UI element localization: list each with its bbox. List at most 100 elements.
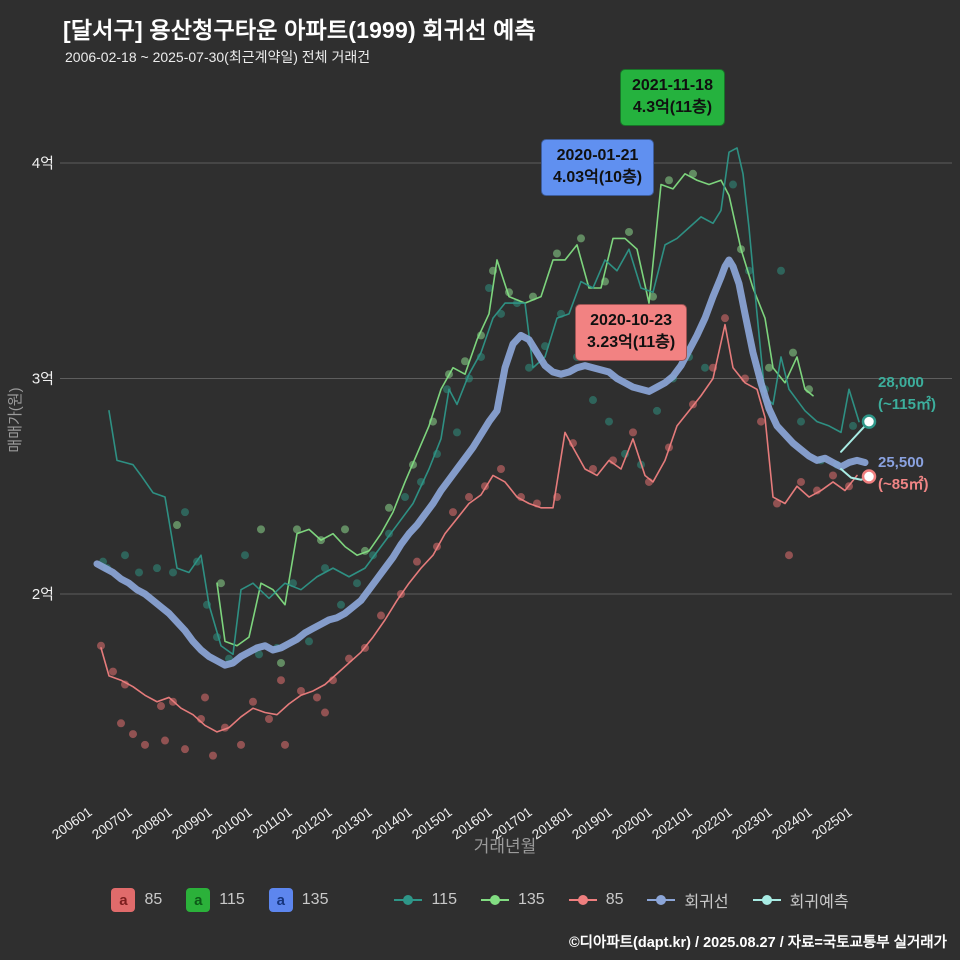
annotation-max-115: 2021-11-18 4.3억(11층) (620, 69, 725, 126)
y-tick-label: 4억 (32, 155, 54, 172)
scatter-point-85 (237, 740, 245, 749)
prediction-range: (~85㎡) (878, 475, 929, 493)
scatter-point-85 (117, 719, 125, 728)
series-line-회귀선 (93, 256, 869, 669)
prediction-range: (~115㎡) (878, 395, 936, 413)
x-tick-label: 202501 (809, 804, 855, 842)
line-marker-icon (480, 894, 509, 906)
x-tick-label: 200701 (89, 804, 135, 842)
scatter-point-85 (201, 693, 209, 702)
scatter-point-85 (161, 736, 169, 745)
prediction-label-115: 28,000 (~115㎡) (878, 372, 936, 416)
annotation-value: 3.23억(11층) (587, 334, 676, 352)
x-tick-label: 201901 (569, 804, 615, 842)
scatter-point-85 (97, 641, 105, 650)
legend-label: 115 (431, 891, 457, 908)
scatter-point-85 (785, 551, 793, 560)
scatter-point-85 (129, 730, 137, 739)
scatter-point-135 (293, 525, 301, 534)
scatter-point-85 (181, 745, 189, 754)
scatter-point-85 (589, 465, 597, 474)
annotation-date: 2021-11-18 (632, 77, 713, 94)
scatter-point-135 (257, 525, 265, 534)
x-tick-label: 202101 (649, 804, 695, 842)
legend-label: 회귀선 (684, 894, 729, 911)
scatter-point-115 (653, 406, 661, 415)
scatter-point-135 (217, 579, 225, 588)
legend-line-prediction[interactable]: 회귀예측 (752, 888, 849, 912)
legend-label: 135 (517, 891, 545, 908)
scatter-point-115 (385, 529, 393, 538)
legend-patch-115[interactable]: a 115 (186, 888, 245, 912)
scatter-point-135 (625, 227, 633, 236)
scatter-point-115 (797, 417, 805, 426)
scatter-point-85 (141, 740, 149, 749)
legend-line-85[interactable]: 85 (568, 891, 623, 909)
legend-label: 135 (301, 891, 329, 908)
x-tick-label: 201301 (329, 804, 375, 842)
scatter-point-115 (525, 363, 533, 372)
scatter-point-115 (589, 396, 597, 405)
series-line-115 (108, 147, 860, 656)
scatter-point-85 (377, 611, 385, 620)
scatter-point-135 (385, 503, 393, 512)
scatter-point-135 (765, 363, 773, 372)
x-tick-label: 202001 (609, 804, 655, 842)
scatter-point-115 (369, 551, 377, 560)
scatter-point-135 (341, 525, 349, 534)
page-title: [달서구] 용산청구타운 아파트(1999) 회귀선 예측 (63, 17, 536, 43)
scatter-point-85 (413, 557, 421, 566)
prediction-label-85: 25,500 (~85㎡) (878, 452, 928, 496)
scatter-point-115 (121, 551, 129, 560)
scatter-point-135 (477, 331, 485, 340)
x-tick-label: 201501 (409, 804, 455, 842)
annotation-value: 4.03억(10층) (553, 169, 643, 187)
prediction-end-marker (861, 469, 877, 484)
x-tick-label: 201201 (289, 804, 335, 842)
scatter-point-135 (665, 176, 673, 185)
prediction-value: 25,500 (878, 454, 924, 471)
scatter-point-135 (689, 169, 697, 178)
scatter-point-115 (255, 650, 263, 659)
scatter-point-115 (417, 477, 425, 486)
y-tick-label: 3억 (32, 371, 54, 388)
scatter-point-85 (157, 702, 165, 711)
x-tick-label: 200601 (49, 804, 95, 842)
scatter-point-115 (453, 428, 461, 437)
scatter-point-85 (829, 471, 837, 480)
x-tick-label: 201001 (209, 804, 255, 842)
scatter-point-135 (649, 292, 657, 301)
scatter-point-135 (577, 234, 585, 243)
line-marker-icon (394, 894, 423, 906)
scatter-point-115 (605, 417, 613, 426)
legend: a 85 a 115 a 135 115 135 85 회귀선 (0, 888, 960, 912)
series-line-85 (100, 323, 858, 733)
annotation-max-85: 2020-10-23 3.23억(11층) (575, 304, 688, 361)
scatter-point-85 (209, 751, 217, 760)
scatter-point-115 (337, 600, 345, 609)
scatter-point-85 (249, 697, 257, 706)
scatter-point-85 (281, 740, 289, 749)
legend-line-regression[interactable]: 회귀선 (647, 888, 729, 912)
x-tick-label: 202401 (769, 804, 815, 842)
prediction-value: 28,000 (878, 374, 924, 391)
series-line-135 (216, 172, 814, 647)
legend-line-135[interactable]: 135 (480, 891, 545, 909)
scatter-point-85 (813, 486, 821, 495)
scatter-point-115 (729, 180, 737, 189)
legend-patch-135[interactable]: a 135 (268, 888, 329, 912)
scatter-point-85 (517, 493, 525, 502)
legend-patch-85[interactable]: a 85 (111, 888, 162, 912)
annotation-date: 2020-10-23 (590, 312, 672, 329)
legend-line-115[interactable]: 115 (394, 891, 457, 909)
page-subtitle: 2006-02-18 ~ 2025-07-30(최근계약일) 전체 거래건 (65, 49, 371, 65)
scatter-point-85 (313, 693, 321, 702)
scatter-point-85 (297, 686, 305, 695)
scatter-point-85 (277, 676, 285, 685)
prediction-end-marker (861, 414, 877, 429)
scatter-point-85 (629, 428, 637, 437)
y-tick-label: 2억 (32, 586, 54, 603)
legend-label: 115 (219, 891, 245, 908)
